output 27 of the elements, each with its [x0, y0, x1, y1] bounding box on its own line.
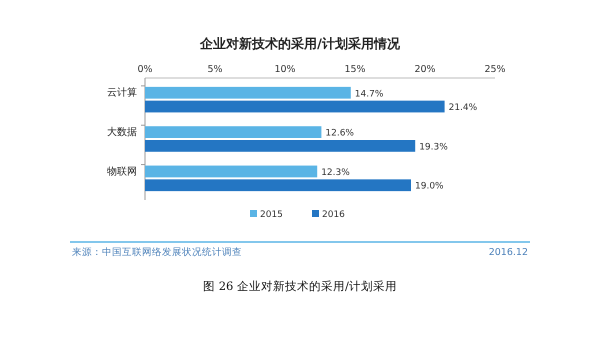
x-tick-label: 25%	[484, 64, 506, 75]
bar	[145, 179, 411, 192]
bar	[145, 126, 322, 138]
data-label: 19.3%	[419, 142, 448, 152]
chart-title: 企业对新技术的采用/计划采用情况	[199, 36, 401, 52]
x-tick-label: 10%	[274, 64, 296, 75]
x-tick-label: 20%	[414, 64, 436, 75]
x-tick-label: 15%	[344, 64, 366, 75]
bar	[145, 166, 318, 178]
y-tick-label: 物联网	[107, 165, 137, 178]
bar	[145, 86, 351, 99]
legend-label: 2016	[322, 210, 346, 220]
data-label: 21.4%	[448, 103, 478, 114]
data-label: 19.0%	[415, 182, 444, 192]
data-label: 12.6%	[325, 128, 354, 139]
y-tick-label: 云计算	[107, 86, 137, 99]
bar	[145, 100, 445, 112]
bar	[145, 140, 416, 152]
x-tick-label: 0%	[137, 64, 153, 75]
legend-label: 2015	[260, 210, 283, 220]
data-label: 12.3%	[321, 168, 350, 178]
y-tick-label: 大数据	[107, 126, 137, 138]
source-note: 来源：中国互联网络发展状况统计调查	[72, 246, 242, 258]
text: 2016.12	[488, 247, 528, 258]
x-tick-label: 5%	[207, 64, 223, 75]
caption: 图 26 企业对新技术的采用/计划采用	[203, 279, 397, 293]
data-label: 14.7%	[354, 89, 384, 100]
